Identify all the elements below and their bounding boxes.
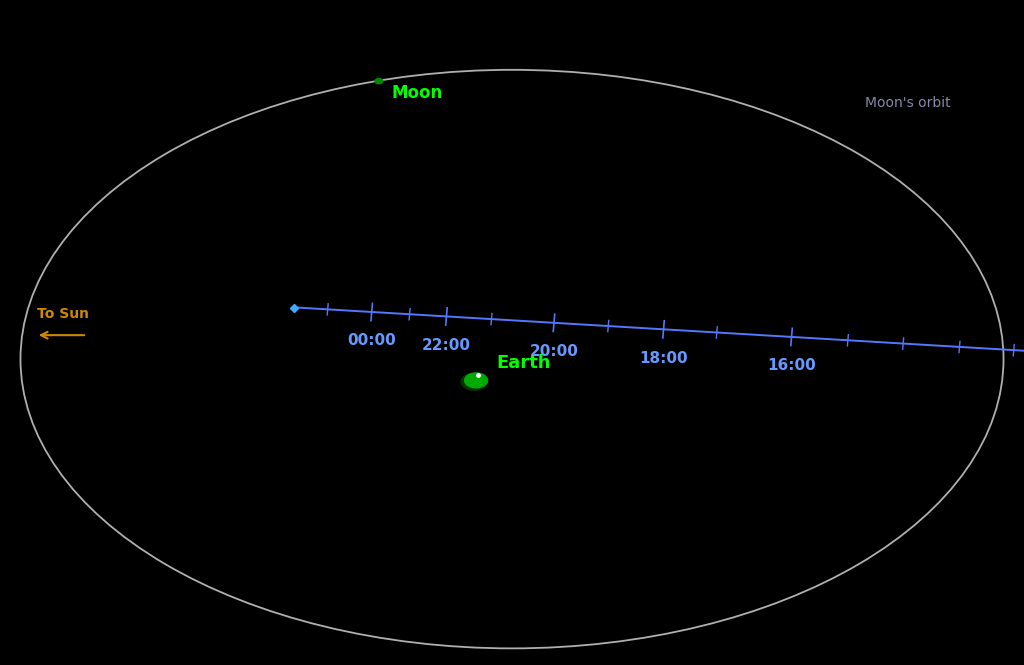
Circle shape bbox=[375, 78, 383, 84]
Text: 22:00: 22:00 bbox=[422, 338, 471, 352]
Text: 20:00: 20:00 bbox=[529, 344, 579, 359]
Text: To Sun: To Sun bbox=[38, 307, 89, 321]
Text: Moon: Moon bbox=[391, 84, 442, 102]
Circle shape bbox=[465, 373, 487, 388]
Text: 16:00: 16:00 bbox=[767, 358, 816, 373]
Circle shape bbox=[461, 373, 487, 390]
Text: 00:00: 00:00 bbox=[347, 333, 396, 348]
Text: Earth: Earth bbox=[497, 354, 551, 372]
Text: Moon's orbit: Moon's orbit bbox=[865, 96, 951, 110]
Text: 18:00: 18:00 bbox=[639, 350, 688, 366]
